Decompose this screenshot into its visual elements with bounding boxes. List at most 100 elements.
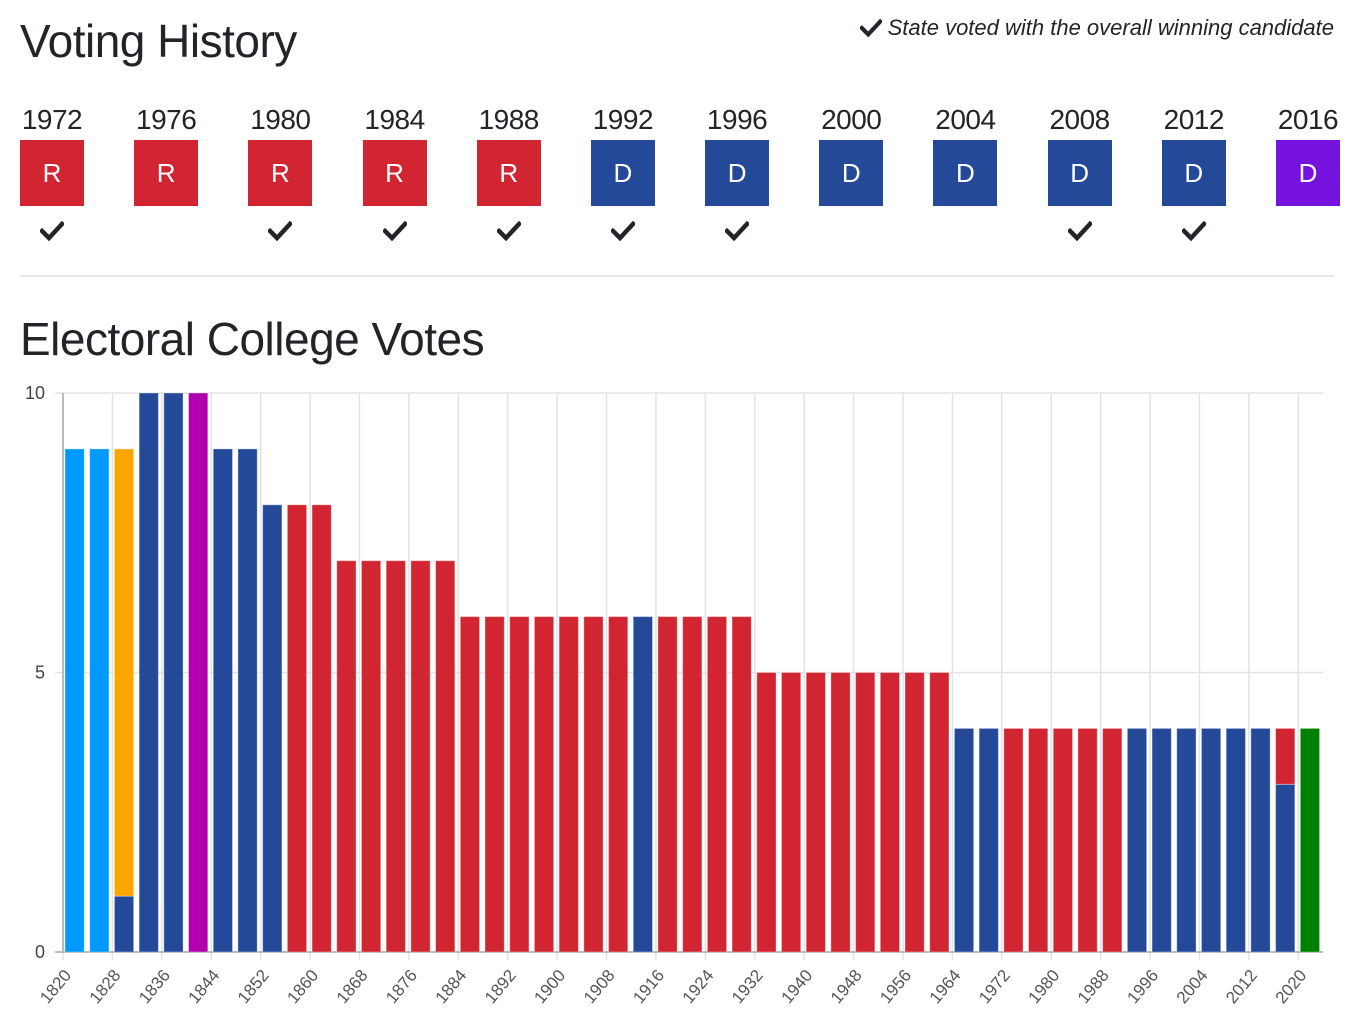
election-year-1980: 1980 R: [248, 104, 313, 246]
check-icon: [1181, 221, 1206, 241]
bar-1832: [138, 392, 159, 953]
x-tick-label: 1844: [185, 966, 224, 1007]
bar-1904: [583, 616, 604, 953]
bar-1852: [262, 504, 283, 953]
year-label: 1980: [250, 104, 311, 135]
year-label: 1984: [364, 104, 425, 135]
party-badge[interactable]: R: [476, 140, 541, 206]
check-icon: [268, 221, 293, 241]
winner-indicator: [1162, 216, 1226, 246]
year-label: 2004: [935, 104, 996, 135]
winner-indicator: [705, 216, 769, 246]
year-label: 1992: [592, 104, 654, 135]
party-badge[interactable]: D: [590, 140, 655, 206]
bar-1892: [509, 616, 530, 953]
electoral-votes-title: Electoral College Votes: [20, 313, 485, 365]
year-label: 2012: [1163, 104, 1225, 135]
bar-1820: [64, 448, 85, 953]
bar-2004: [1200, 727, 1222, 953]
x-tick-label: 1892: [481, 966, 520, 1007]
party-badge[interactable]: R: [248, 140, 313, 206]
x-tick-label: 1980: [1025, 966, 1064, 1007]
x-tick-label: 2020: [1272, 966, 1311, 1007]
election-year-2016: 2016 D: [1275, 104, 1340, 246]
winner-indicator: [591, 216, 655, 246]
bar-1848: [237, 448, 258, 953]
bar-1888: [484, 616, 505, 953]
bar-1900: [558, 616, 579, 953]
x-tick-label: 1900: [530, 966, 569, 1007]
bar-2000: [1176, 727, 1197, 953]
year-label: 2016: [1277, 104, 1339, 135]
bar-1932: [756, 672, 777, 953]
x-tick-label: 1972: [975, 966, 1014, 1007]
year-label: 1996: [706, 104, 768, 135]
winner-legend: State voted with the overall winning can…: [859, 15, 1334, 41]
election-year-1976: 1976 R: [134, 104, 199, 246]
winner-indicator: [477, 216, 541, 246]
party-badge[interactable]: D: [819, 140, 884, 206]
bar-1936: [780, 672, 802, 953]
bar-1876: [410, 560, 431, 953]
election-year-2012: 2012 D: [1161, 104, 1226, 246]
election-year-1984: 1984 R: [362, 104, 427, 246]
bar-1828-seg0: [113, 895, 135, 953]
party-badge[interactable]: R: [20, 140, 84, 206]
party-badge[interactable]: R: [362, 140, 427, 206]
bar-1912: [632, 616, 654, 953]
party-badge[interactable]: D: [1275, 140, 1340, 206]
bar-1840: [188, 392, 209, 953]
election-year-2004: 2004 D: [933, 104, 998, 246]
bar-1964: [953, 727, 975, 953]
bar-1908: [608, 616, 629, 953]
winner-indicator: [20, 216, 84, 246]
year-label: 2000: [821, 104, 882, 135]
bar-1916: [657, 616, 678, 953]
voting-history-list: 1972 R 1976 R 1980 R 1984 R 1988 R 1992 D 1996 D 2000 D…: [20, 104, 1340, 244]
bar-1856: [286, 504, 308, 953]
bar-1844: [212, 448, 234, 953]
x-tick-label: 1884: [432, 966, 471, 1007]
party-badge[interactable]: D: [1161, 140, 1226, 206]
x-tick-label: 1828: [86, 966, 125, 1007]
bar-1828-seg1: [113, 448, 135, 897]
x-tick-label: 1916: [629, 966, 668, 1007]
x-tick-label: 1860: [283, 966, 322, 1007]
bar-1944: [830, 672, 851, 953]
election-year-1996: 1996 D: [705, 104, 770, 246]
x-tick-label: 1908: [580, 966, 619, 1007]
y-tick-label: 0: [35, 942, 45, 962]
x-tick-label: 2012: [1222, 966, 1261, 1007]
voting-history-title: Voting History: [20, 15, 297, 67]
bar-1984: [1077, 727, 1098, 953]
bar-1896: [533, 616, 555, 953]
x-tick-label: 1956: [876, 966, 915, 1007]
electoral-votes-chart: 0 5 10 1820 1828 1836 1844 1852 1860 1868 1876 1884…: [25, 383, 1323, 1007]
party-badge[interactable]: D: [933, 140, 998, 206]
bar-1860: [311, 504, 332, 953]
x-tick-label: 1820: [36, 966, 75, 1007]
year-label: 1976: [136, 104, 197, 135]
y-tick-label: 5: [35, 663, 45, 683]
x-tick-label: 1940: [777, 966, 816, 1007]
y-tick-label: 10: [25, 383, 45, 403]
bar-1948: [855, 672, 876, 953]
party-badge[interactable]: D: [705, 140, 770, 206]
section-divider: [20, 275, 1334, 277]
x-tick-label: 1948: [827, 966, 866, 1007]
bar-1956: [904, 672, 925, 953]
bar-1868: [360, 560, 382, 953]
winner-indicator: [1276, 216, 1340, 246]
bar-1928: [731, 616, 752, 953]
party-badge[interactable]: R: [134, 140, 199, 206]
check-icon: [610, 221, 635, 241]
x-tick-label: 1964: [926, 966, 965, 1007]
election-year-1992: 1992 D: [590, 104, 655, 246]
bar-1988: [1102, 727, 1123, 953]
party-badge[interactable]: D: [1047, 140, 1112, 206]
bar-1976: [1028, 727, 1049, 953]
winner-indicator: [933, 216, 997, 246]
bar-1960: [929, 672, 950, 953]
year-label: 1988: [478, 104, 540, 135]
check-icon: [40, 221, 64, 241]
